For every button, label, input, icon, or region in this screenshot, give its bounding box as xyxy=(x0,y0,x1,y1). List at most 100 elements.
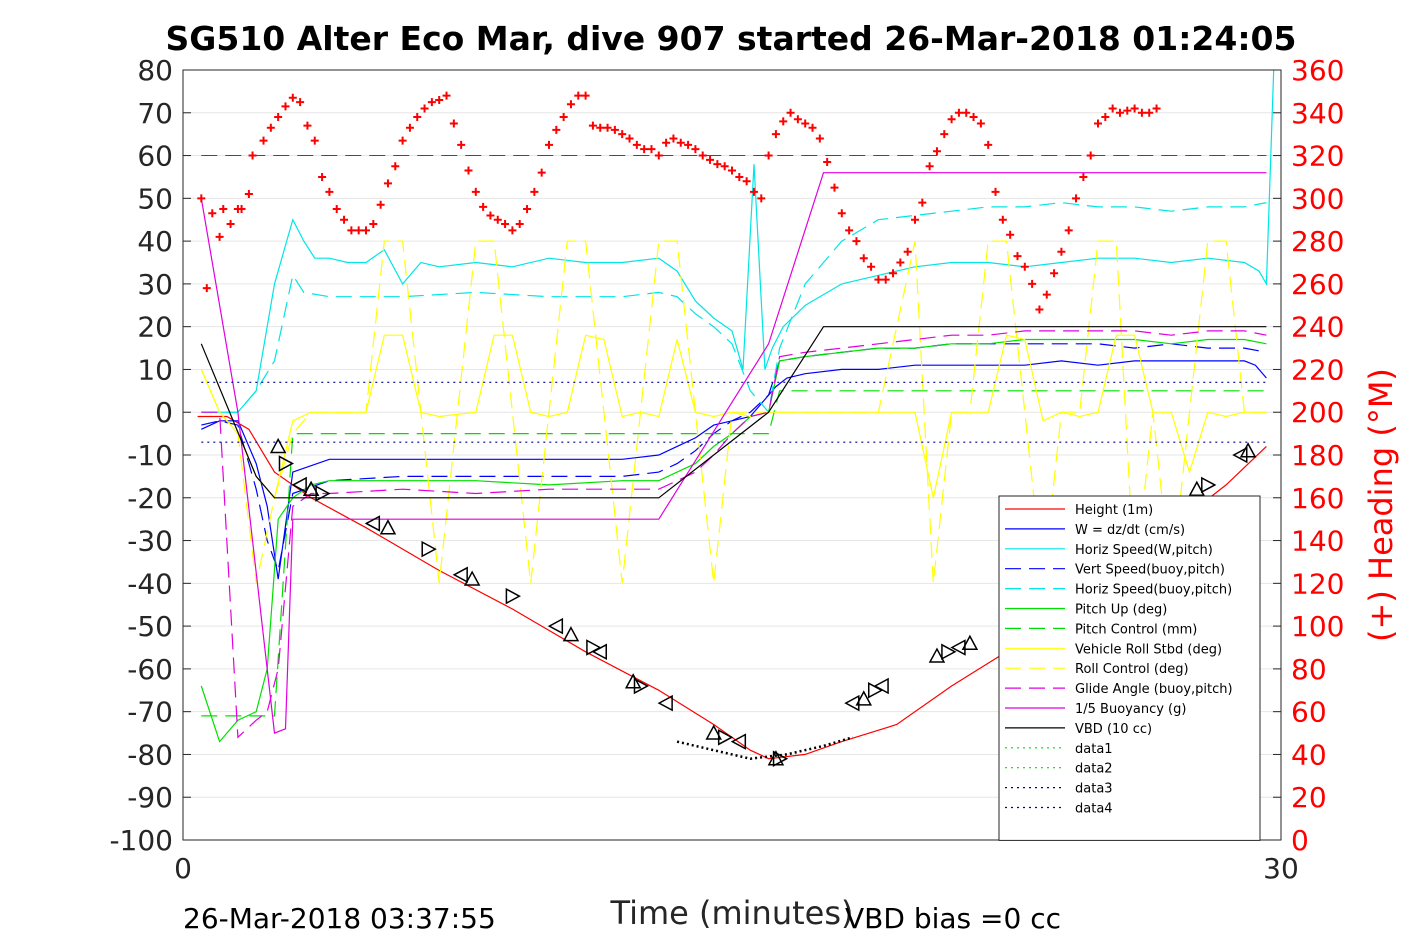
heading-point xyxy=(676,138,685,147)
y-axis-right-ticks: 3603403203002802602402202001801601401201… xyxy=(1273,54,1344,857)
heading-point xyxy=(647,145,656,154)
heading-point xyxy=(669,134,678,143)
heading-point xyxy=(823,157,832,166)
heading-point xyxy=(852,237,861,246)
y-left-tick-label: 10 xyxy=(137,353,173,386)
heading-point xyxy=(442,91,451,100)
heading-point xyxy=(735,172,744,181)
heading-point xyxy=(1035,305,1044,314)
y-left-tick-label: 50 xyxy=(137,182,173,215)
heading-point xyxy=(588,121,597,130)
series-line-7 xyxy=(200,334,1267,500)
heading-point xyxy=(962,108,971,117)
heading-point xyxy=(202,284,211,293)
legend-label: data2 xyxy=(1075,762,1113,777)
series-line-3 xyxy=(201,343,1267,573)
y-right-tick-label: 120 xyxy=(1291,567,1344,600)
heading-point xyxy=(911,215,919,224)
triangle-point xyxy=(1188,480,1206,496)
heading-markers xyxy=(197,91,1267,314)
heading-point xyxy=(991,187,1000,196)
y-right-tick-label: 20 xyxy=(1291,781,1327,814)
heading-point xyxy=(471,187,480,196)
chart-title: SG510 Alter Eco Mar, dive 907 started 26… xyxy=(166,19,1297,58)
y-left-tick-label: -80 xyxy=(127,738,173,771)
heading-point xyxy=(764,151,773,160)
heading-point xyxy=(801,119,810,128)
y-left-tick-label: -70 xyxy=(127,696,173,729)
heading-point xyxy=(969,113,978,122)
heading-point xyxy=(457,140,466,149)
footer-timestamp: 26-Mar-2018 03:37:55 xyxy=(183,902,496,935)
heading-point xyxy=(303,121,312,130)
heading-point xyxy=(435,95,444,104)
heading-point xyxy=(662,138,671,147)
heading-point xyxy=(398,136,407,145)
triangle-point xyxy=(315,485,331,502)
triangle-point xyxy=(624,673,642,689)
heading-point xyxy=(896,258,905,267)
heading-point xyxy=(226,220,235,228)
legend-label: data1 xyxy=(1075,742,1113,757)
heading-point xyxy=(1123,106,1132,115)
y-left-tick-label: -50 xyxy=(127,610,173,643)
heading-point xyxy=(691,145,700,154)
heading-point xyxy=(903,247,912,256)
triangle-point xyxy=(928,647,946,663)
triangle-point xyxy=(657,694,673,712)
heading-point xyxy=(1086,151,1095,160)
y-right-tick-label: 320 xyxy=(1291,140,1344,173)
heading-point xyxy=(559,113,568,122)
heading-point xyxy=(347,226,356,235)
x-axis-label: Time (minutes) xyxy=(610,894,854,932)
triangle-point xyxy=(633,677,650,695)
y-right-tick-label: 140 xyxy=(1291,525,1344,558)
heading-point xyxy=(1042,290,1051,299)
x-tick-label: 30 xyxy=(1263,852,1299,885)
legend-label: Roll Control (deg) xyxy=(1075,662,1189,677)
heading-point xyxy=(1072,194,1081,203)
heading-point xyxy=(610,125,619,134)
heading-point xyxy=(706,155,715,164)
y-right-tick-label: 0 xyxy=(1291,824,1309,857)
heading-point xyxy=(530,187,539,196)
heading-point xyxy=(237,205,246,214)
heading-point xyxy=(219,205,228,214)
y-left-tick-label: 80 xyxy=(137,54,173,87)
legend-label: VBD (10 cc) xyxy=(1075,722,1152,737)
legend-label: Pitch Up (deg) xyxy=(1075,603,1167,618)
series-line-9 xyxy=(201,330,1267,739)
heading-point xyxy=(830,183,839,192)
y-right-tick-label: 220 xyxy=(1291,353,1344,386)
heading-point xyxy=(354,226,363,235)
x-tick-label: 0 xyxy=(174,852,192,885)
triangle-point xyxy=(844,694,860,712)
heading-point xyxy=(881,275,890,284)
heading-point xyxy=(340,215,349,224)
heading-point xyxy=(1050,269,1059,278)
heading-point xyxy=(1152,104,1161,113)
bottom-segment xyxy=(676,736,854,760)
heading-point xyxy=(449,119,458,128)
triangle-point xyxy=(505,587,521,605)
y-left-tick-label: 70 xyxy=(137,97,173,130)
heading-point xyxy=(515,220,524,228)
y-right-tick-label: 300 xyxy=(1291,182,1344,215)
heading-point xyxy=(208,209,217,218)
legend-label: 1/5 Buoyancy (g) xyxy=(1075,702,1186,717)
triangle-point xyxy=(547,617,564,635)
triangle-point xyxy=(591,643,607,661)
heading-point xyxy=(815,134,824,143)
y-left-tick-label: 40 xyxy=(137,225,173,258)
heading-point xyxy=(310,136,319,145)
y-right-tick-label: 180 xyxy=(1291,439,1344,472)
heading-point xyxy=(1020,262,1029,271)
heading-point xyxy=(362,226,370,235)
heading-point xyxy=(1130,104,1139,113)
heading-point xyxy=(501,220,510,228)
heading-point xyxy=(698,151,707,160)
heading-point xyxy=(405,123,414,132)
y-axis-left-ticks: 80 70 60 50 40 30 20 10 0 -10 -20 -30 -40 -50 -60 -70 -8… xyxy=(109,54,191,857)
heading-point xyxy=(1028,279,1037,288)
